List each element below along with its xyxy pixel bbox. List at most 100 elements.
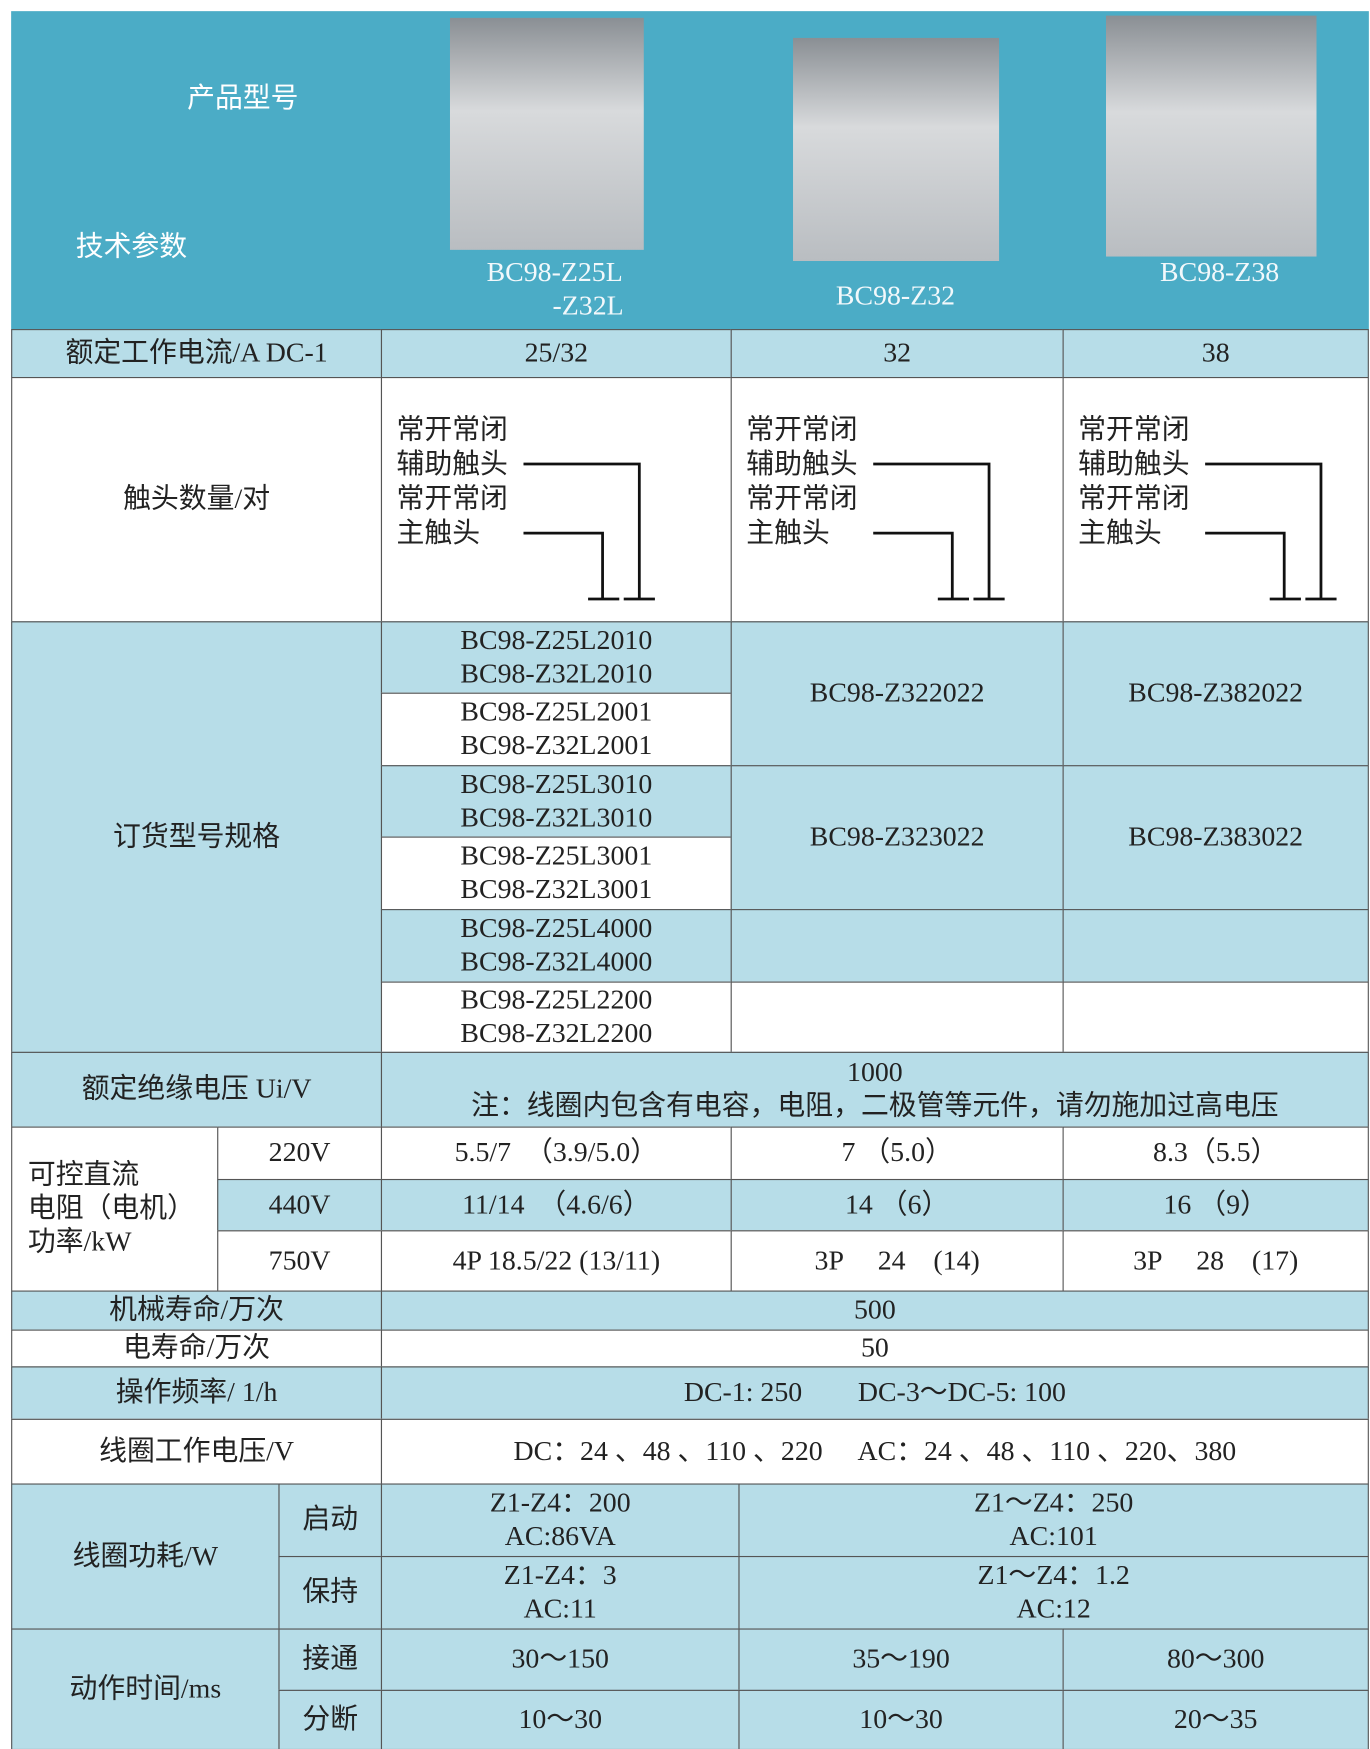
table-cell: 电寿命/万次 bbox=[11, 1329, 383, 1368]
cell-text: BC98-Z25L3001 bbox=[460, 841, 653, 872]
table-cell: 可控直流 电阻（电机） 功率/kW bbox=[11, 1126, 219, 1292]
table-cell: 35～190 bbox=[738, 1628, 1064, 1691]
cell-text: DC：24 、48 、110 、220 AC：24 、48 、110 、220、… bbox=[513, 1436, 1237, 1467]
contact-text: 常开常闭 bbox=[396, 414, 508, 446]
table-cell bbox=[730, 981, 1064, 1053]
cell-text: 10～30 bbox=[518, 1704, 603, 1735]
cell-text: 启动 bbox=[302, 1504, 359, 1535]
cell-text: AC:11 bbox=[523, 1593, 597, 1625]
model-name: BC98-Z25L bbox=[486, 257, 623, 288]
table-cell: 线圈功耗/W bbox=[11, 1483, 280, 1630]
contact-text: 主触头 bbox=[746, 518, 830, 549]
table-cell: 线圈工作电压/V bbox=[11, 1418, 383, 1485]
table-cell: BC98-Z323022 bbox=[730, 765, 1064, 911]
table-cell: 额定绝缘电压 Ui/V bbox=[11, 1051, 383, 1128]
table-cell: Z1-Z4：3 AC:11 bbox=[380, 1555, 740, 1630]
cell-text: 32 bbox=[883, 337, 912, 369]
cell-text: 16 （9） bbox=[1163, 1189, 1268, 1220]
cell-text: BC98-Z32L2010 bbox=[460, 658, 653, 689]
cell-text: AC:12 bbox=[1016, 1593, 1091, 1625]
cell-text: BC98-Z32L2001 bbox=[460, 730, 653, 761]
contact-text: 常开常闭 bbox=[746, 414, 858, 446]
table-cell: 1000 注：线圈内包含有电容，电阻，二极管等元件，请勿施加过高电压 bbox=[380, 1051, 1369, 1128]
table-cell: 440V bbox=[217, 1178, 383, 1232]
cell-text: 机械寿命/万次 bbox=[109, 1294, 284, 1326]
table-cell: 750V bbox=[217, 1230, 383, 1292]
model-name: BC98-Z32 bbox=[835, 281, 956, 312]
table-cell bbox=[1062, 377, 1369, 623]
cell-text: Z1-Z4：3 bbox=[503, 1560, 617, 1591]
contact-text: 辅助触头 bbox=[396, 449, 508, 480]
cell-text: 3P 28 (17) bbox=[1133, 1245, 1299, 1276]
table-cell: BC98-Z322022 bbox=[730, 621, 1064, 767]
table-cell: 14 （6） bbox=[730, 1178, 1064, 1232]
cell-text: BC98-Z32L4000 bbox=[460, 946, 653, 978]
contact-line bbox=[1205, 462, 1337, 601]
table-cell: BC98-Z382022 bbox=[1062, 621, 1369, 767]
table-cell bbox=[730, 377, 1064, 623]
cell-text: 额定绝缘电压 Ui/V bbox=[81, 1074, 312, 1105]
cell-text: 20～35 bbox=[1173, 1704, 1258, 1735]
cell-text: 750V bbox=[268, 1245, 331, 1276]
table-cell: 触头数量/对 bbox=[11, 377, 383, 623]
cell-text: 7 （5.0） bbox=[841, 1137, 953, 1168]
cell-text: BC98-Z322022 bbox=[809, 678, 985, 709]
table-cell: 动作时间/ms bbox=[11, 1628, 280, 1749]
table-cell: 10～30 bbox=[380, 1689, 740, 1749]
header-label: 技术参数 bbox=[75, 232, 188, 263]
cell-text: AC:86VA bbox=[504, 1521, 616, 1552]
table-cell: Z1～Z4：1.2 AC:12 bbox=[738, 1555, 1369, 1630]
cell-text: 35～190 bbox=[852, 1644, 950, 1675]
contact-text: 常开常闭 bbox=[396, 484, 508, 515]
table-cell: 50 bbox=[380, 1329, 1369, 1368]
cell-text: BC98-Z383022 bbox=[1128, 822, 1304, 853]
table-cell bbox=[1062, 909, 1369, 983]
table-cell: 20～35 bbox=[1062, 1689, 1369, 1749]
cell-text: 额定工作电流/A DC-1 bbox=[65, 337, 328, 369]
cell-text: 14 （6） bbox=[844, 1189, 950, 1220]
table-cell: BC98-Z25L3001 BC98-Z32L3001 bbox=[380, 836, 732, 911]
cell-text: 电寿命/万次 bbox=[123, 1332, 271, 1364]
cell-text: BC98-Z32L3001 bbox=[460, 874, 653, 905]
contact-text: 常开常闭 bbox=[1078, 414, 1190, 446]
model-name: BC98-Z38 bbox=[1160, 257, 1280, 288]
cell-text: 注：线圈内包含有电容，电阻，二极管等元件，请勿施加过高电压 bbox=[471, 1090, 1279, 1121]
cell-text: 分断 bbox=[302, 1704, 359, 1735]
table-cell: 10～30 bbox=[738, 1689, 1064, 1749]
table-cell: BC98-Z25L2200 BC98-Z32L2200 bbox=[380, 981, 732, 1053]
cell-text: BC98-Z382022 bbox=[1128, 678, 1304, 709]
model-name: -Z32L bbox=[552, 291, 624, 322]
cell-text: 动作时间/ms bbox=[69, 1673, 222, 1704]
cell-text: 5.5/7 （3.9/5.0） bbox=[454, 1137, 659, 1168]
cell-text: BC98-Z25L2010 bbox=[460, 625, 653, 656]
table-cell: 8.3（5.5） bbox=[1062, 1126, 1369, 1181]
cell-text: BC98-Z25L3010 bbox=[460, 769, 653, 800]
table-cell: 80～300 bbox=[1062, 1628, 1369, 1691]
table-cell: 7 （5.0） bbox=[730, 1126, 1064, 1181]
contact-text: 辅助触头 bbox=[1078, 449, 1190, 480]
cell-text: 500 bbox=[854, 1294, 896, 1326]
cell-text: 8.3（5.5） bbox=[1153, 1137, 1279, 1168]
cell-text: 4P 18.5/22 (13/11) bbox=[452, 1245, 661, 1276]
contact-text: 常开常闭 bbox=[1078, 484, 1190, 515]
table-cell: 25/32 bbox=[380, 329, 732, 379]
table-cell: BC98-Z25L2010 BC98-Z32L2010 bbox=[380, 621, 732, 694]
cell-text: 440V bbox=[268, 1189, 331, 1220]
table-cell: DC：24 、48 、110 、220 AC：24 、48 、110 、220、… bbox=[380, 1418, 1369, 1485]
cell-text: 线圈功耗/W bbox=[72, 1540, 219, 1572]
table-cell: 220V bbox=[217, 1126, 383, 1181]
cell-text: 接通 bbox=[302, 1644, 359, 1675]
cell-text: Z1-Z4：200 bbox=[489, 1487, 631, 1519]
cell-text: AC:101 bbox=[1009, 1521, 1098, 1552]
table-cell: 4P 18.5/22 (13/11) bbox=[380, 1230, 732, 1292]
cell-text: BC98-Z25L2200 bbox=[460, 984, 653, 1016]
product-image bbox=[1106, 15, 1317, 257]
cell-text: 50 bbox=[860, 1332, 889, 1364]
table-cell: BC98-Z383022 bbox=[1062, 765, 1369, 911]
table-cell: 保持 bbox=[278, 1555, 383, 1630]
cell-text: 触头数量/对 bbox=[123, 484, 271, 515]
cell-text: 25/32 bbox=[524, 337, 589, 369]
cell-text: 38 bbox=[1201, 337, 1230, 369]
table-cell: BC98-Z25L2001 BC98-Z32L2001 bbox=[380, 692, 732, 767]
